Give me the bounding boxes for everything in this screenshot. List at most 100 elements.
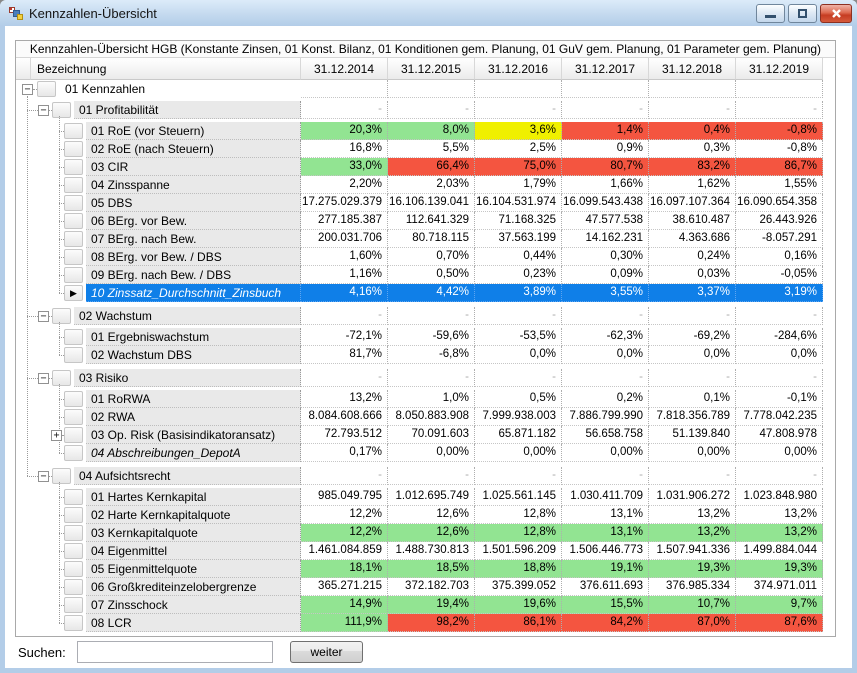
value-cell[interactable]: - (388, 369, 475, 387)
row-selector[interactable] (64, 195, 83, 211)
column-header-year[interactable]: 31.12.2014 (301, 58, 388, 80)
value-cell[interactable]: - (475, 101, 562, 119)
value-cell[interactable]: - (301, 307, 388, 325)
value-cell[interactable]: 3,55% (562, 284, 649, 302)
row-label[interactable]: 03 Op. Risk (Basisindikatoransatz) (86, 426, 301, 444)
value-cell[interactable]: 18,8% (475, 560, 562, 578)
value-cell[interactable]: 16.097.107.364 (649, 194, 736, 212)
value-cell[interactable]: 65.871.182 (475, 426, 562, 444)
tree-row[interactable]: − 01 Kennzahlen (16, 80, 835, 98)
row-selector[interactable] (64, 445, 83, 461)
value-cell[interactable]: 1,55% (736, 176, 823, 194)
value-cell[interactable]: - (475, 369, 562, 387)
value-cell[interactable]: -53,5% (475, 328, 562, 346)
collapse-icon[interactable]: − (38, 104, 49, 116)
row-selector[interactable] (64, 347, 83, 363)
value-cell[interactable]: - (736, 467, 823, 485)
value-cell[interactable]: 111,9% (301, 614, 388, 632)
tree-row[interactable]: 04 Eigenmittel 1.461.084.859 1.488.730.813… (16, 542, 835, 560)
row-selector[interactable] (64, 597, 83, 613)
value-cell[interactable]: 0,0% (475, 346, 562, 364)
value-cell[interactable]: 0,23% (475, 266, 562, 284)
value-cell[interactable]: 112.641.329 (388, 212, 475, 230)
value-cell[interactable]: -69,2% (649, 328, 736, 346)
row-label[interactable]: 03 Kernkapitalquote (86, 524, 301, 542)
row-selector[interactable] (64, 391, 83, 407)
value-cell[interactable]: 0,0% (562, 346, 649, 364)
value-cell[interactable]: 0,50% (388, 266, 475, 284)
value-cell[interactable]: 200.031.706 (301, 230, 388, 248)
value-cell[interactable]: 1.461.084.859 (301, 542, 388, 560)
value-cell[interactable]: 3,6% (475, 122, 562, 140)
value-cell[interactable]: 13,2% (649, 524, 736, 542)
tree-row[interactable]: 03 CIR 33,0% 66,4% 75,0% 80,7% 83,2% 86,7% (16, 158, 835, 176)
value-cell[interactable]: 70.091.603 (388, 426, 475, 444)
row-label[interactable]: 08 BErg. vor Bew. / DBS (86, 248, 301, 266)
tree-row[interactable]: 05 DBS 17.275.029.379 16.106.139.041 16.104… (16, 194, 835, 212)
value-cell[interactable]: 376.611.693 (562, 578, 649, 596)
value-cell[interactable]: -0,05% (736, 266, 823, 284)
value-cell[interactable]: 71.168.325 (475, 212, 562, 230)
value-cell[interactable]: 365.271.215 (301, 578, 388, 596)
value-cell[interactable]: 12,8% (475, 506, 562, 524)
value-cell[interactable]: -8.057.291 (736, 230, 823, 248)
row-label[interactable]: 01 Ergebniswachstum (86, 328, 301, 346)
value-cell[interactable]: 7.999.938.003 (475, 408, 562, 426)
value-cell[interactable]: - (736, 369, 823, 387)
value-cell[interactable]: 4,16% (301, 284, 388, 302)
value-cell[interactable]: 0,03% (649, 266, 736, 284)
value-cell[interactable]: 1.025.561.145 (475, 488, 562, 506)
value-cell[interactable]: 3,89% (475, 284, 562, 302)
row-label[interactable]: 03 Risiko (74, 369, 301, 387)
value-cell[interactable]: 2,5% (475, 140, 562, 158)
value-cell[interactable]: 374.971.011 (736, 578, 823, 596)
value-cell[interactable]: -6,8% (388, 346, 475, 364)
tree-row[interactable]: −04 Aufsichtsrecht - - - - - - (16, 467, 835, 485)
tree-row[interactable]: 08 LCR 111,9% 98,2% 86,1% 84,2% 87,0% 87,6% (16, 614, 835, 632)
value-cell[interactable]: - (649, 101, 736, 119)
close-button[interactable] (820, 3, 852, 23)
value-cell[interactable]: 277.185.387 (301, 212, 388, 230)
value-cell[interactable]: 985.049.795 (301, 488, 388, 506)
value-cell[interactable]: 12,2% (301, 524, 388, 542)
value-cell[interactable] (301, 80, 388, 98)
value-cell[interactable]: 81,7% (301, 346, 388, 364)
collapse-icon[interactable]: − (38, 470, 49, 482)
row-selector[interactable] (37, 81, 56, 97)
value-cell[interactable]: 16.104.531.974 (475, 194, 562, 212)
value-cell[interactable]: 1,79% (475, 176, 562, 194)
value-cell[interactable]: 13,2% (649, 506, 736, 524)
row-label[interactable]: 02 Wachstum (74, 307, 301, 325)
row-selector[interactable] (64, 489, 83, 505)
value-cell[interactable]: 375.399.052 (475, 578, 562, 596)
value-cell[interactable]: 7.886.799.990 (562, 408, 649, 426)
value-cell[interactable]: 1,16% (301, 266, 388, 284)
search-input[interactable] (77, 641, 273, 663)
value-cell[interactable]: 1.501.596.209 (475, 542, 562, 560)
value-cell[interactable]: 0,00% (649, 444, 736, 462)
value-cell[interactable]: 1.030.411.709 (562, 488, 649, 506)
value-cell[interactable]: 56.658.758 (562, 426, 649, 444)
value-cell[interactable]: -0,8% (736, 122, 823, 140)
column-header-year[interactable]: 31.12.2018 (649, 58, 736, 80)
row-selector[interactable] (64, 579, 83, 595)
row-label[interactable]: 02 Wachstum DBS (86, 346, 301, 364)
row-label[interactable]: 06 Großkrediteinzelobergrenze (86, 578, 301, 596)
value-cell[interactable]: 0,00% (475, 444, 562, 462)
value-cell[interactable]: 98,2% (388, 614, 475, 632)
value-cell[interactable]: 1.507.941.336 (649, 542, 736, 560)
value-cell[interactable]: 80,7% (562, 158, 649, 176)
value-cell[interactable]: 12,6% (388, 506, 475, 524)
value-cell[interactable]: 0,00% (562, 444, 649, 462)
value-cell[interactable]: 8,0% (388, 122, 475, 140)
value-cell[interactable]: 83,2% (649, 158, 736, 176)
value-cell[interactable]: 19,4% (388, 596, 475, 614)
tree-row[interactable]: 01 Ergebniswachstum -72,1% -59,6% -53,5% -62… (16, 328, 835, 346)
value-cell[interactable]: 1,62% (649, 176, 736, 194)
value-cell[interactable]: 1,4% (562, 122, 649, 140)
value-cell[interactable]: 18,1% (301, 560, 388, 578)
value-cell[interactable]: 10,7% (649, 596, 736, 614)
tree-row[interactable]: −03 Risiko - - - - - - (16, 369, 835, 387)
value-cell[interactable]: 1.031.906.272 (649, 488, 736, 506)
value-cell[interactable]: 19,1% (562, 560, 649, 578)
